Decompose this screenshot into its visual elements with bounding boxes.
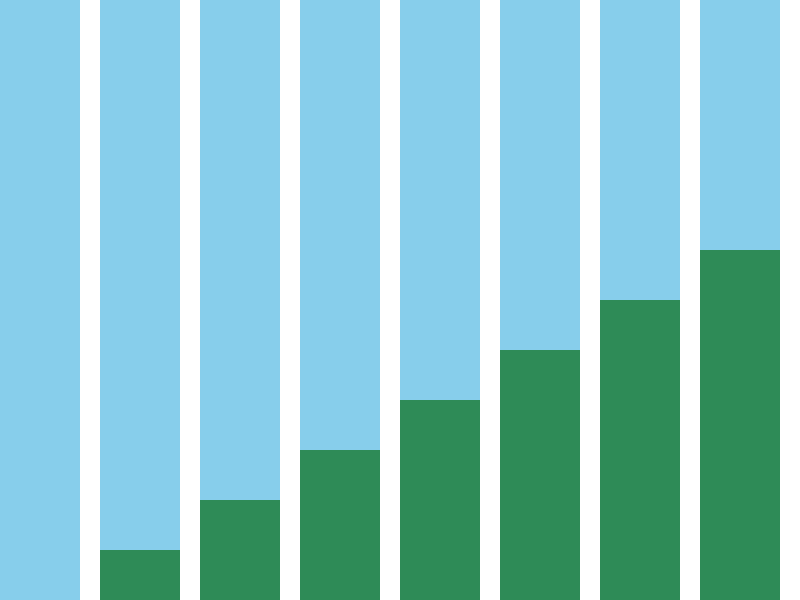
bar-segment (400, 0, 480, 400)
bar-segment (300, 0, 380, 450)
bar-segment (400, 400, 480, 600)
bar-segment (200, 0, 280, 500)
bar-segment (300, 450, 380, 600)
bar-segment (500, 350, 580, 600)
bar-segment (700, 250, 780, 600)
bar-segment (0, 0, 80, 600)
bar-segment (200, 500, 280, 600)
bar-segment (100, 550, 180, 600)
bar-segment (600, 300, 680, 600)
bar-segment (700, 0, 780, 250)
bar-segment (600, 0, 680, 300)
bar-segment (100, 0, 180, 550)
bar-segment (500, 0, 580, 350)
